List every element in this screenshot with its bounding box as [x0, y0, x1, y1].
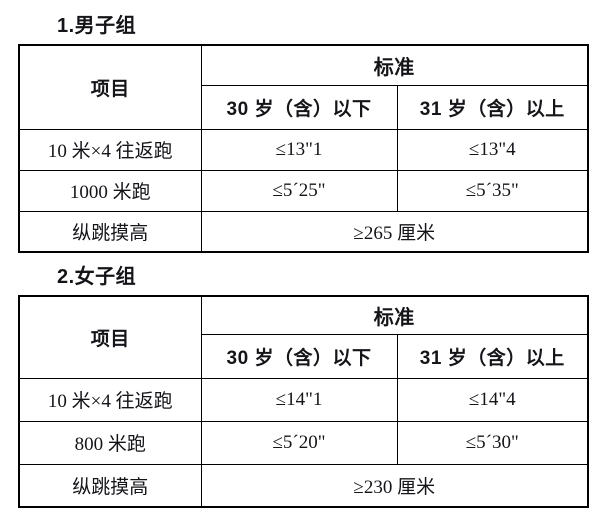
- item-label: 纵跳摸高: [18, 463, 202, 508]
- standard-value: ≤13"4: [396, 128, 589, 171]
- table-row: 纵跳摸高 ≥230 厘米: [18, 463, 589, 508]
- standard-value: ≤5´25": [200, 169, 398, 212]
- standard-value: ≤13"1: [200, 128, 398, 171]
- standard-value: ≤5´35": [396, 169, 589, 212]
- item-label: 纵跳摸高: [18, 210, 202, 253]
- age-column-header-over31: 31 岁（含）以上: [396, 84, 589, 130]
- age-column-header-under30: 30 岁（含）以下: [200, 333, 398, 379]
- header-row-age: 30 岁（含）以下 31 岁（含）以上: [19, 84, 589, 130]
- standard-header: 标准: [200, 295, 589, 335]
- section-mens-group: 1.男子组 项目 标准 30 岁（含）以下 31 岁（含）以上 10 米×4 往…: [0, 13, 607, 253]
- table-row: 1000 米跑 ≤5´25" ≤5´35": [18, 169, 589, 212]
- table-row: 纵跳摸高 ≥265 厘米: [18, 210, 589, 253]
- age-column-header-under30: 30 岁（含）以下: [200, 84, 398, 130]
- item-column-header: 项目: [18, 44, 202, 130]
- section-heading-womens: 2.女子组: [57, 266, 137, 288]
- header-row-standard: 项目 标准: [18, 44, 589, 130]
- item-label: 800 米跑: [18, 420, 202, 465]
- header-row-age: 30 岁（含）以下 31 岁（含）以上: [19, 333, 589, 379]
- item-column-header: 项目: [18, 295, 202, 379]
- standard-value: ≤5´30": [396, 420, 589, 465]
- item-label: 1000 米跑: [18, 169, 202, 212]
- table-row: 800 米跑 ≤5´20" ≤5´30": [18, 420, 589, 465]
- item-label: 10 米×4 往返跑: [18, 128, 202, 171]
- section-heading-mens: 1.男子组: [57, 15, 137, 37]
- table-row: 10 米×4 往返跑 ≤14"1 ≤14"4: [18, 377, 589, 422]
- womens-standards-table: 项目 标准 30 岁（含）以下 31 岁（含）以上 10 米×4 往返跑 ≤14…: [18, 295, 589, 508]
- mens-standards-table: 项目 标准 30 岁（含）以下 31 岁（含）以上 10 米×4 往返跑 ≤13…: [18, 44, 589, 253]
- standard-value: ≤14"1: [200, 377, 398, 422]
- standard-value: ≤5´20": [200, 420, 398, 465]
- standard-header: 标准: [200, 44, 589, 86]
- table-row: 10 米×4 往返跑 ≤13"1 ≤13"4: [18, 128, 589, 171]
- standard-value: ≥230 厘米: [200, 463, 589, 508]
- standard-value: ≤14"4: [396, 377, 589, 422]
- age-column-header-over31: 31 岁（含）以上: [396, 333, 589, 379]
- section-womens-group: 2.女子组 项目 标准 30 岁（含）以下 31 岁（含）以上 10 米×4 往…: [0, 264, 607, 508]
- standard-value: ≥265 厘米: [200, 210, 589, 253]
- item-label: 10 米×4 往返跑: [18, 377, 202, 422]
- header-row-standard: 项目 标准: [18, 295, 589, 379]
